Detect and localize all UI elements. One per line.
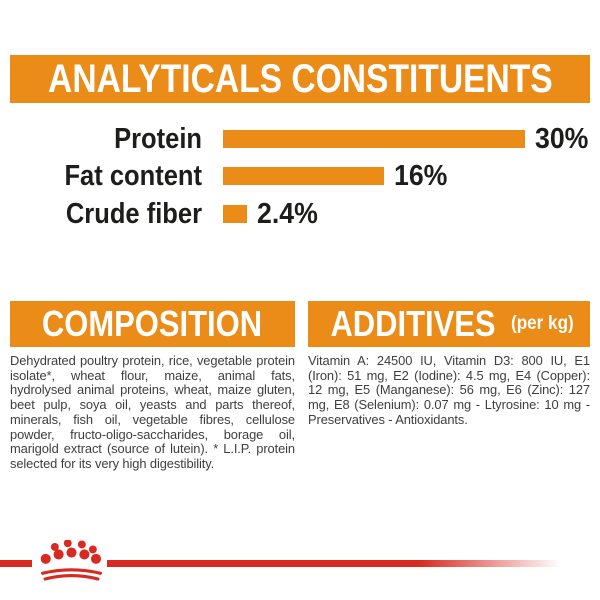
composition-header: COMPOSITION: [10, 301, 295, 347]
additives-body: Vitamin A: 24500 IU, Vitamin D3: 800 IU,…: [308, 353, 590, 427]
analytical-constituents-header: ANALYTICALS CONSTITUENTS: [10, 55, 590, 103]
additives-header: ADDITIVES (per kg): [308, 301, 590, 347]
chart-value: 16%: [394, 159, 448, 192]
chart-row-protein: Protein 30%: [0, 123, 593, 155]
chart-value: 2.4%: [257, 197, 318, 230]
chart-label: Crude fiber: [65, 197, 202, 230]
chart-bar: [223, 205, 247, 223]
header-title: ANALYTICALS CONSTITUENTS: [47, 56, 553, 101]
chart-bar: [223, 167, 384, 185]
brand-line-left: [0, 560, 32, 567]
composition-title: COMPOSITION: [42, 303, 263, 344]
chart-value: 30%: [535, 122, 589, 155]
chart-label: Protein: [114, 122, 202, 155]
chart-bar-fill: [223, 205, 247, 223]
chart-bar: [223, 130, 525, 148]
chart-bar-fill: [223, 167, 384, 185]
brand-line-right: [107, 560, 580, 567]
chart-row-crude-fiber: Crude fiber 2.4%: [0, 198, 323, 230]
royal-canin-crown-icon: [40, 540, 102, 581]
chart-label: Fat content: [64, 159, 202, 192]
composition-body: Dehydrated poultry protein, rice, vegeta…: [10, 353, 295, 471]
additives-title: ADDITIVES: [330, 303, 496, 344]
chart-bar-fill: [223, 130, 525, 148]
chart-row-fat-content: Fat content 16%: [0, 160, 452, 192]
additives-subtitle: (per kg): [511, 313, 574, 334]
